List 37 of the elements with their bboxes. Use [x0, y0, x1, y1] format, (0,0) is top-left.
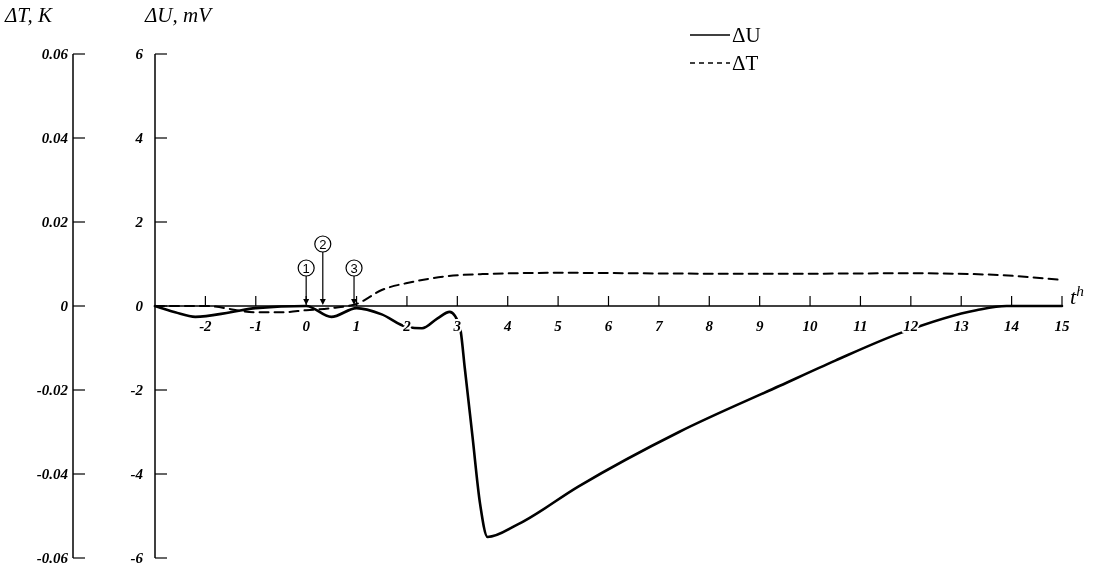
y2-tick-label: -0.04	[36, 466, 69, 482]
y2-tick-label: -0.02	[36, 382, 69, 398]
y2-tick-label: 0.02	[41, 214, 69, 230]
y-tick-label: -2	[130, 382, 144, 398]
annotation: 2	[319, 237, 327, 252]
y-tick-label: 4	[134, 130, 144, 146]
x-tick-label: 15	[1054, 318, 1070, 334]
x-tick-label: 14	[1004, 318, 1020, 334]
x-tick-label: 7	[655, 318, 664, 334]
x-tick-label: 11	[853, 318, 868, 334]
x-tick-label: -1	[249, 318, 263, 334]
legend-label: ΔT	[732, 51, 759, 75]
x-tick-label: 6	[604, 318, 613, 334]
y-tick-label: -6	[130, 550, 144, 565]
x-axis-title: t$^{h}$	[1070, 281, 1085, 309]
x-tick-label: -2	[199, 318, 213, 334]
y2-tick-label: 0	[60, 298, 69, 314]
x-tick-label: 13	[953, 318, 970, 334]
y-tick-label: 0	[135, 298, 144, 314]
y2-tick-label: 0.04	[41, 130, 69, 146]
annotation: 3	[350, 261, 358, 276]
y2-tick-label: -0.06	[36, 550, 69, 565]
x-tick-label: 10	[802, 318, 819, 334]
x-tick-label: 0	[302, 318, 311, 334]
legend-label: ΔU	[732, 23, 761, 47]
x-tick-label: 8	[705, 318, 714, 334]
x-tick-label: 4	[502, 318, 512, 334]
y-tick-label: -4	[130, 466, 144, 482]
x-tick-label: 1	[352, 318, 361, 334]
y-axis-title: ΔU, mV	[144, 3, 214, 27]
x-tick-label: 9	[755, 318, 764, 334]
annotation: 1	[302, 261, 310, 276]
y-tick-label: 6	[135, 46, 144, 62]
y-tick-label: 2	[134, 214, 144, 230]
y2-axis-title: ΔT, K	[4, 3, 53, 27]
x-tick-label: 5	[554, 318, 563, 334]
y2-tick-label: 0.06	[41, 46, 69, 62]
